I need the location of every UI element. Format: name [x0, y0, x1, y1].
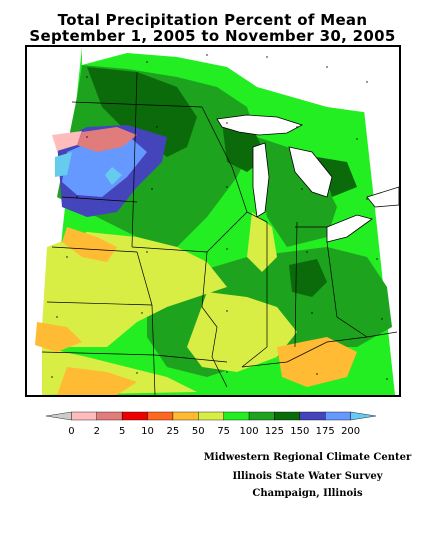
- lake-michigan: [252, 142, 270, 218]
- border-ks-mo: [151, 304, 156, 395]
- legend-swatch-12: [350, 411, 377, 421]
- lake-erie: [326, 214, 373, 243]
- legend-color-bar: [45, 411, 377, 421]
- legend-label-200: 200: [341, 426, 361, 437]
- ohio-150: [289, 259, 327, 297]
- legend-swatch-2: [96, 411, 123, 421]
- legend-label-0: 0: [68, 426, 75, 437]
- minnesota-150: [87, 67, 197, 157]
- credit-location: Champaign, Illinois: [252, 488, 363, 499]
- legend-swatch-5: [172, 411, 199, 421]
- legend-swatch-6: [198, 411, 224, 421]
- legend-label-100: 100: [239, 426, 259, 437]
- legend-swatch-7: [223, 411, 250, 421]
- lake-huron: [288, 146, 333, 198]
- legend-label-150: 150: [290, 426, 310, 437]
- north-dakota-over-200: [55, 152, 72, 177]
- legend-swatch-1: [71, 411, 97, 421]
- legend-swatch-4: [147, 411, 174, 421]
- date-range-subtitle: September 1, 2005 to November 30, 2005: [29, 27, 396, 45]
- south-dakota-50: [62, 227, 117, 262]
- legend-label-25: 25: [166, 426, 180, 437]
- border-mississippi: [201, 251, 228, 388]
- border-mn-ia: [131, 246, 208, 253]
- legend-label-5: 5: [118, 426, 126, 437]
- map-title: Total Precipitation Percent of Mean: [57, 11, 368, 29]
- north-dakota-5: [77, 127, 137, 152]
- legend-label-2: 2: [93, 426, 100, 437]
- state-boundaries: [41, 71, 398, 395]
- kentucky-50: [277, 337, 357, 387]
- legend-label-175: 175: [315, 426, 335, 437]
- plains-75: [42, 232, 227, 347]
- north-dakota-200: [62, 139, 147, 197]
- precipitation-map: [25, 45, 401, 397]
- kansas-west-50: [35, 322, 82, 352]
- border-in-oh: [294, 221, 298, 348]
- legend-swatch-8: [248, 411, 275, 421]
- border-ky-south: [241, 331, 398, 368]
- border-ne-ks: [46, 301, 153, 306]
- lake-ontario: [366, 186, 399, 208]
- lower-michigan-150: [317, 157, 357, 197]
- credit-survey: Illinois State Water Survey: [232, 471, 383, 482]
- michigan-125: [257, 137, 337, 247]
- border-wi-il: [246, 211, 268, 223]
- legend-swatch-11: [325, 411, 351, 421]
- legend-swatch-10: [299, 411, 326, 421]
- border-oh-wv: [326, 241, 368, 338]
- north-dakota-over-200-b: [105, 167, 122, 185]
- legend-label-50: 50: [191, 426, 205, 437]
- border-ia-ne: [136, 251, 153, 306]
- border-il-in: [241, 222, 268, 368]
- border-mn-nd: [131, 71, 138, 248]
- map-canvas: [27, 47, 399, 395]
- border-sd-ne: [51, 246, 138, 253]
- legend-label-125: 125: [264, 426, 284, 437]
- illinois-75: [247, 212, 277, 272]
- border-nd-sd: [61, 196, 138, 203]
- legend-label-75: 75: [217, 426, 231, 437]
- legend-swatch-9: [274, 411, 301, 421]
- legend-swatch-0: [45, 411, 72, 421]
- credit-organization: Midwestern Regional Climate Center: [203, 452, 412, 463]
- missouri-75: [187, 292, 297, 372]
- lake-superior: [216, 114, 304, 136]
- legend-swatch-3: [121, 411, 148, 421]
- border-us-canada: [71, 101, 203, 108]
- graticule-dots: [51, 54, 388, 380]
- color-legend: 0 2 5 10 25 50 75 100 125 150 175 200: [36, 408, 386, 444]
- kansas-south-50: [57, 367, 137, 395]
- border-mo-ar: [154, 354, 228, 363]
- border-wi-mn: [201, 106, 248, 253]
- border-ks-ok: [41, 351, 156, 356]
- legend-label-10: 10: [141, 426, 154, 437]
- canada-north: [82, 47, 399, 117]
- north-dakota-2: [52, 131, 82, 151]
